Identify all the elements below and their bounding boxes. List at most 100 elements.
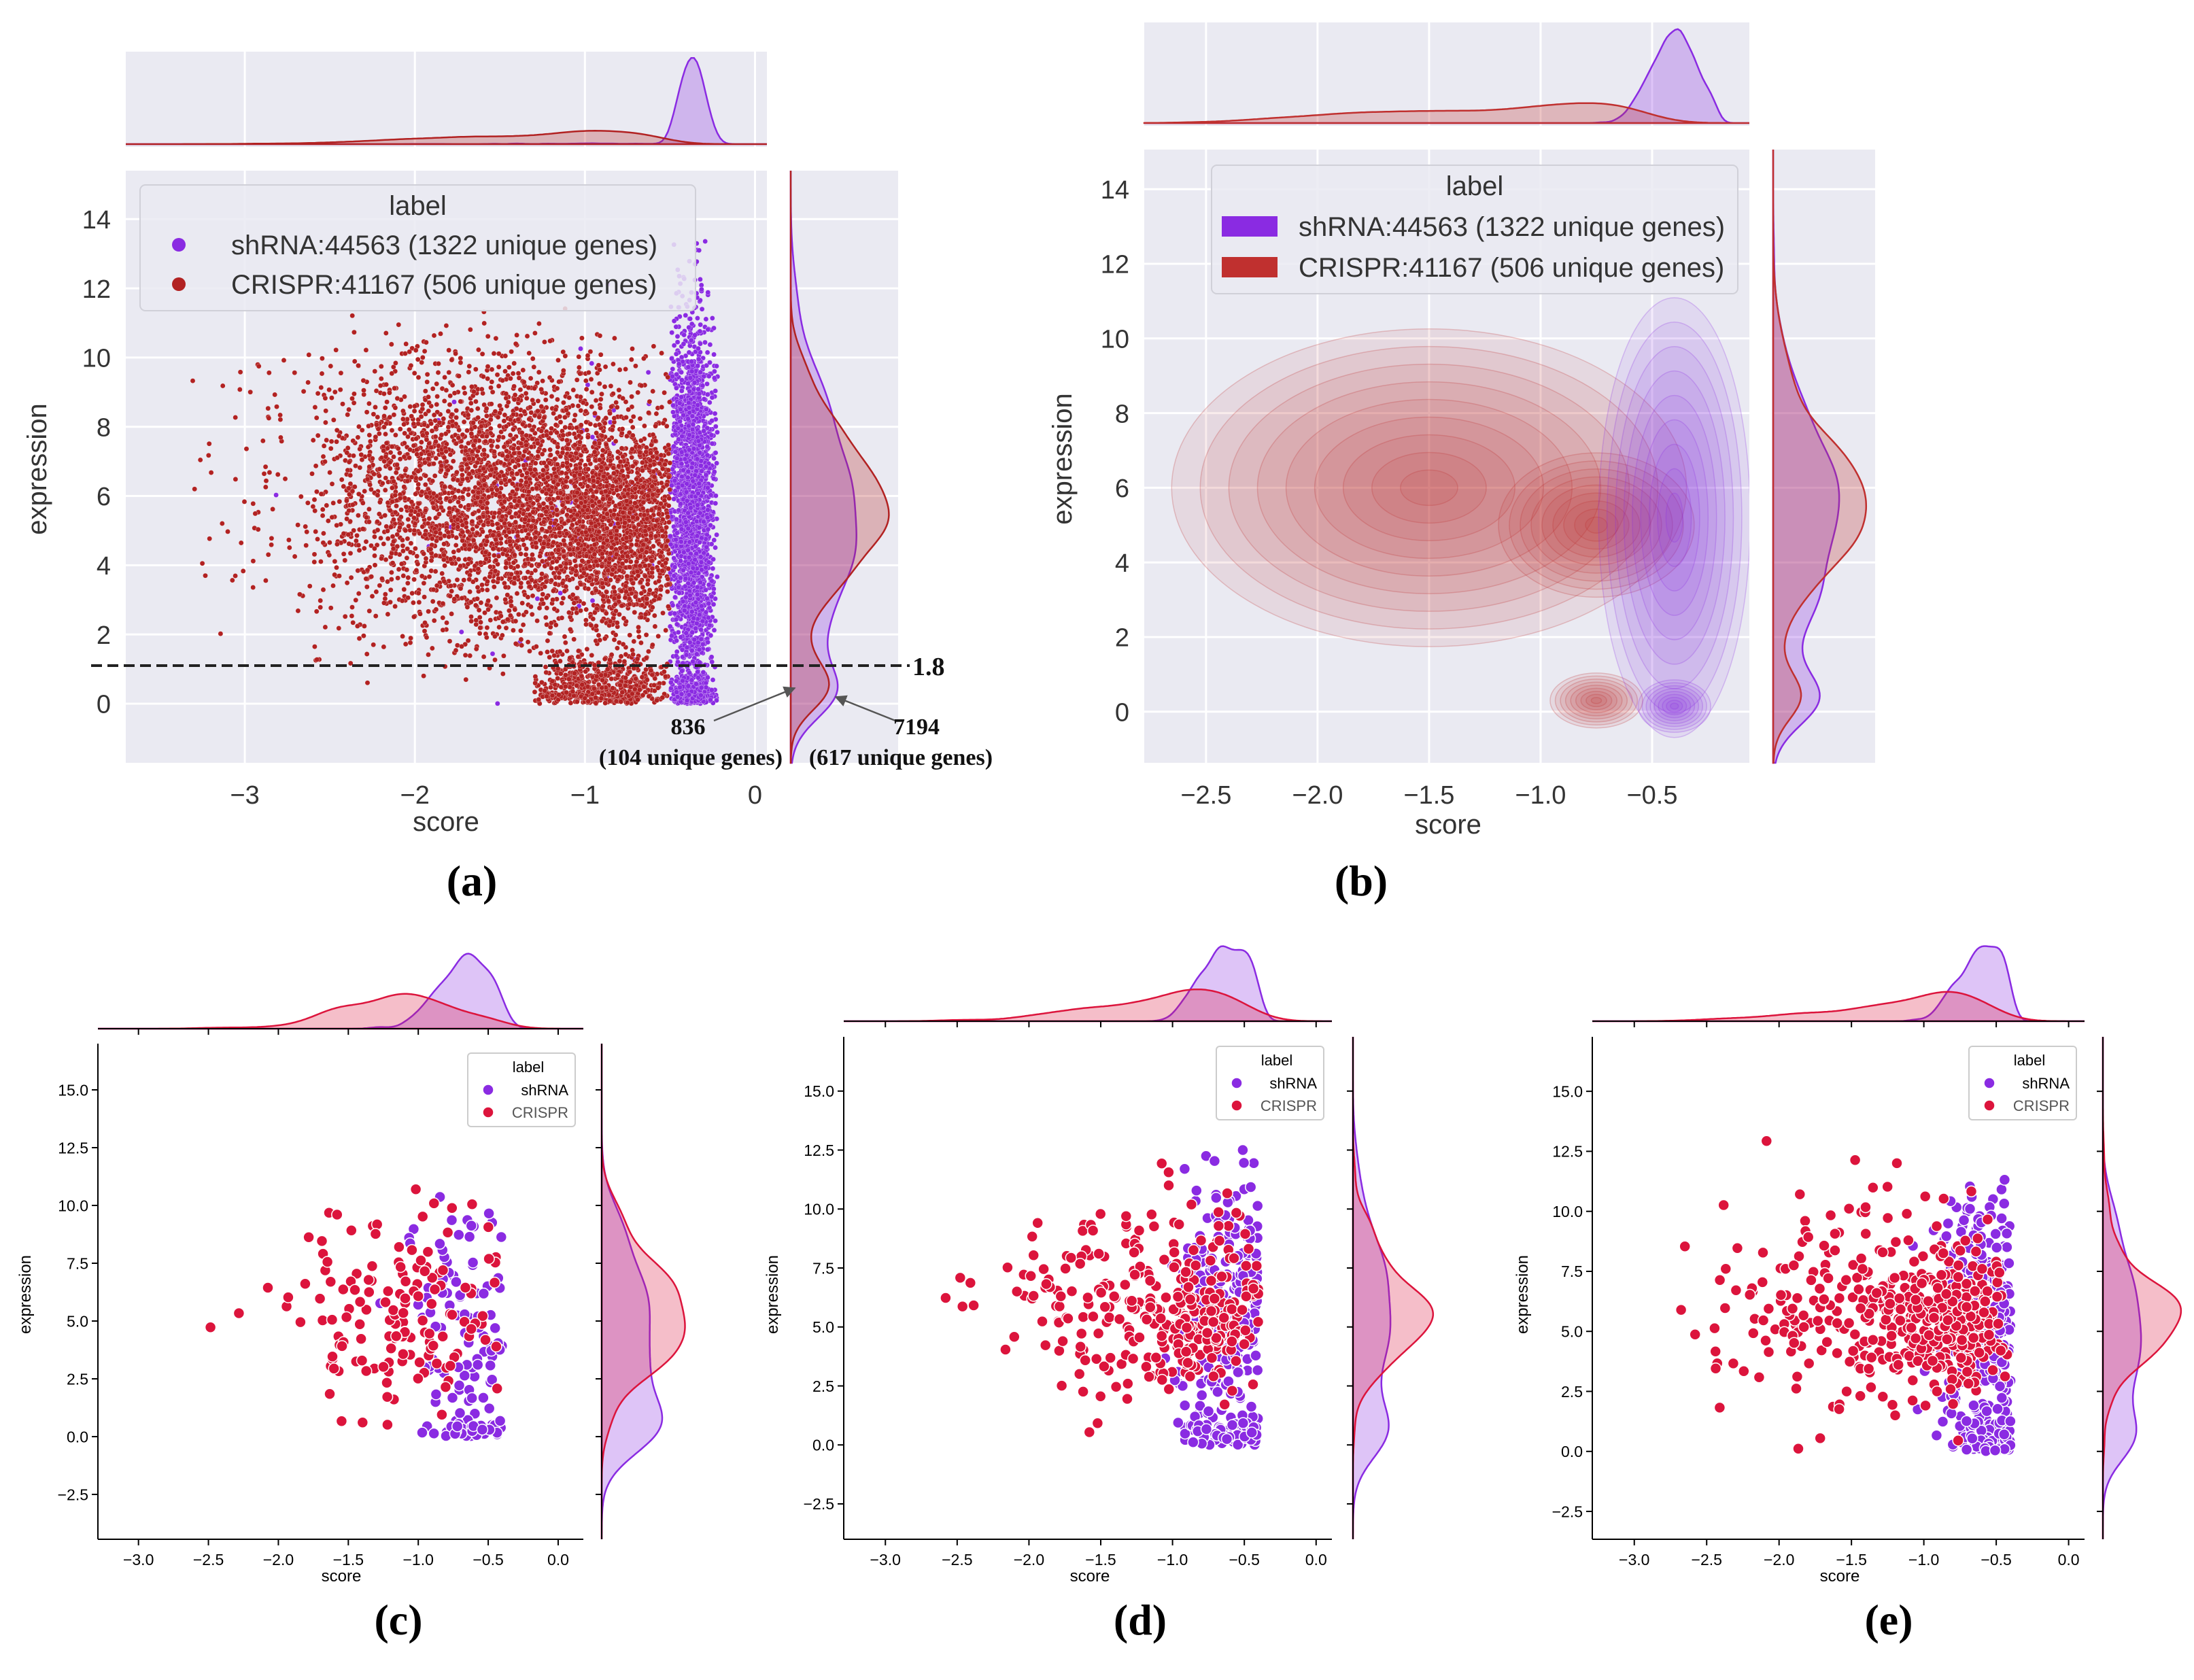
data-point — [682, 456, 688, 462]
data-point — [685, 526, 691, 532]
data-point — [385, 536, 391, 542]
series-shRNA — [273, 239, 721, 706]
data-point — [554, 558, 560, 564]
data-point — [695, 315, 700, 321]
data-point — [362, 623, 367, 629]
data-point — [685, 416, 691, 422]
data-point — [683, 630, 689, 636]
data-point — [698, 627, 704, 633]
data-point — [706, 400, 713, 405]
data-point — [594, 430, 600, 436]
data-point — [645, 369, 651, 375]
data-point — [693, 625, 699, 632]
data-point — [689, 647, 695, 653]
data-point — [705, 674, 710, 681]
data-point — [672, 594, 678, 600]
data-point — [711, 352, 717, 358]
data-point — [596, 381, 602, 387]
data-point — [467, 326, 473, 332]
data-point — [681, 341, 687, 347]
data-point — [485, 333, 491, 339]
data-point — [190, 378, 196, 383]
data-point — [676, 585, 681, 590]
data-point — [375, 519, 380, 525]
data-point — [438, 331, 443, 337]
data-point — [574, 699, 580, 705]
data-point — [713, 388, 719, 394]
data-point — [706, 615, 711, 621]
data-point — [705, 639, 710, 645]
data-point — [690, 484, 696, 490]
data-point — [631, 638, 637, 645]
data-point — [683, 594, 689, 600]
data-point — [537, 553, 543, 559]
data-point — [520, 367, 526, 373]
data-point — [694, 592, 700, 598]
data-point — [678, 575, 683, 581]
data-point — [688, 337, 694, 343]
data-point — [690, 422, 696, 428]
data-point — [269, 535, 275, 541]
data-point — [710, 566, 716, 572]
data-point — [714, 532, 719, 538]
data-point — [419, 573, 425, 579]
data-point — [671, 496, 677, 502]
data-point — [707, 360, 713, 366]
data-point — [371, 642, 377, 648]
data-point — [518, 478, 524, 483]
data-point — [698, 554, 704, 560]
data-point — [679, 691, 685, 697]
data-point — [643, 632, 649, 638]
data-point — [700, 618, 706, 624]
data-point — [443, 431, 449, 436]
data-point — [678, 538, 684, 545]
data-point — [273, 492, 279, 498]
data-point — [372, 553, 377, 559]
data-point — [515, 371, 521, 376]
data-point — [682, 583, 688, 589]
data-point — [689, 630, 696, 636]
data-point — [406, 523, 411, 529]
data-point — [320, 513, 326, 519]
data-point — [696, 345, 701, 352]
data-point — [411, 408, 417, 414]
data-point — [332, 558, 338, 564]
data-point — [692, 332, 698, 338]
data-point — [572, 412, 578, 418]
data-point — [697, 443, 703, 448]
data-point — [596, 632, 602, 638]
data-point — [666, 519, 672, 526]
data-point — [677, 685, 683, 690]
data-point — [694, 533, 700, 539]
data-point — [698, 560, 704, 565]
data-point — [252, 511, 258, 517]
data-point — [706, 582, 712, 587]
data-point — [676, 361, 682, 367]
data-point — [673, 617, 679, 623]
data-point — [627, 632, 633, 638]
data-point — [643, 666, 649, 672]
data-point — [670, 366, 676, 372]
data-point — [703, 464, 709, 470]
data-point — [585, 559, 592, 565]
data-point — [669, 330, 675, 336]
data-point — [713, 424, 719, 430]
data-point — [549, 648, 555, 654]
data-point — [382, 405, 388, 411]
data-point — [695, 363, 701, 368]
data-point — [412, 403, 417, 409]
data-point — [680, 598, 686, 604]
data-point — [678, 634, 684, 640]
data-point — [342, 558, 348, 564]
data-point — [691, 615, 697, 621]
data-point — [360, 500, 366, 506]
data-point — [662, 390, 667, 396]
data-point — [561, 538, 567, 543]
data-point — [551, 606, 558, 612]
data-point — [529, 611, 535, 617]
data-point — [703, 564, 709, 570]
data-point — [687, 316, 693, 322]
data-point — [713, 618, 718, 623]
data-point — [589, 598, 596, 604]
